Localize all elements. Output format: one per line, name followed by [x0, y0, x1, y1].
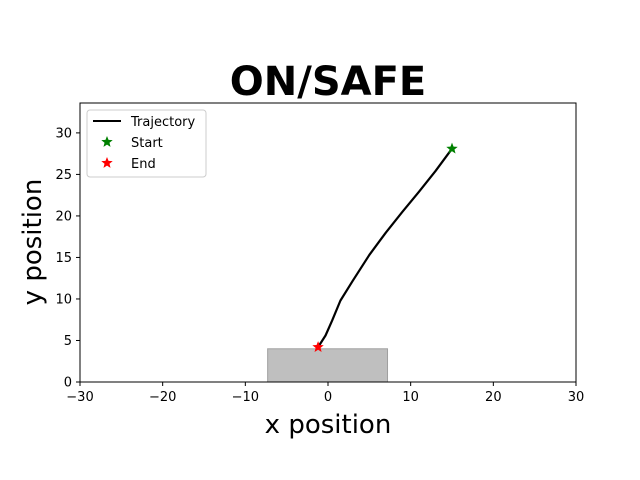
x-tick-label: 30	[568, 390, 585, 405]
y-tick-label: 0	[64, 376, 72, 391]
series-line-0	[316, 147, 454, 349]
regions	[267, 348, 389, 383]
legend-box	[86, 109, 207, 178]
y-tick-label: 5	[64, 334, 72, 349]
end-marker	[312, 341, 324, 352]
x-tick-label: 0	[324, 390, 332, 405]
x-axis-label: x position	[265, 410, 392, 440]
plot-area	[79, 102, 577, 383]
series	[316, 147, 454, 349]
start-marker	[446, 142, 458, 154]
y-axis-label: y position	[18, 179, 48, 306]
legend-end-label: End	[131, 157, 156, 172]
legend-start-star-icon	[101, 136, 113, 147]
y-tick-label: 15	[55, 251, 72, 266]
legend: Trajectory Start End	[86, 109, 207, 178]
x-tick-label: −20	[149, 390, 176, 405]
chart-title: ON/SAFE	[230, 59, 427, 105]
y-tick-label: 30	[55, 126, 72, 141]
x-tick-label: −10	[232, 390, 259, 405]
y-tick-label: 20	[55, 209, 72, 224]
x-tick-label: 20	[485, 390, 502, 405]
y-axis-ticks: 0 5 10 15 20 25 30	[55, 126, 80, 391]
x-tick-label: −30	[66, 390, 93, 405]
legend-end-star-icon	[101, 157, 113, 168]
y-tick-label: 10	[55, 292, 72, 307]
legend-start-label: Start	[131, 136, 163, 151]
markers	[312, 142, 458, 352]
x-axis-ticks: −30 −20 −10 0 10 20 30	[66, 382, 584, 405]
region-0	[267, 348, 389, 383]
legend-trajectory-label: Trajectory	[130, 115, 195, 130]
x-tick-label: 10	[402, 390, 419, 405]
y-tick-label: 25	[55, 168, 72, 183]
